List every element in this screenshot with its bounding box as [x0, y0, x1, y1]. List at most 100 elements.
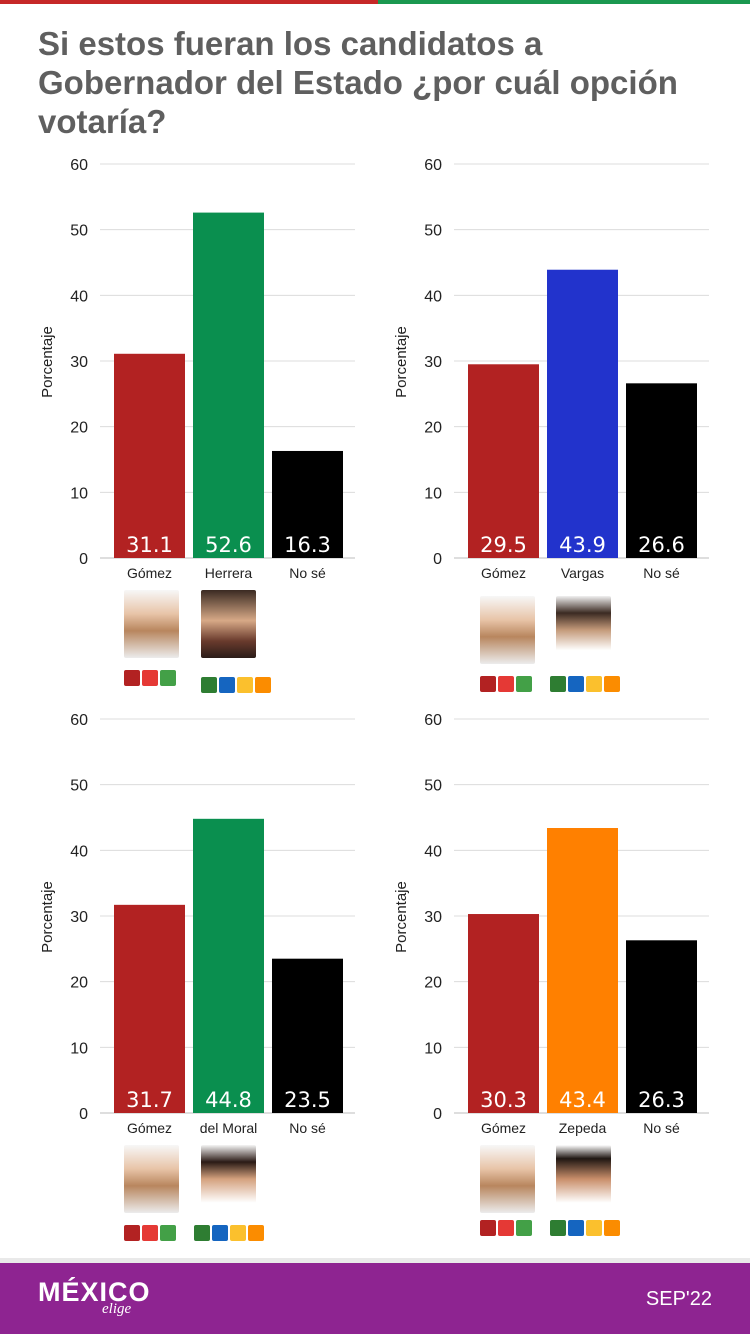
y-axis-label: Porcentaje: [393, 881, 410, 953]
party-logos-del-moral: [194, 1225, 264, 1241]
candidate-photo-vargas: [556, 596, 611, 664]
bar: [547, 828, 618, 1113]
pan-logo-icon: [219, 677, 235, 693]
top-color-bar: [0, 0, 750, 4]
y-tick-label: 0: [433, 1106, 442, 1123]
x-tick-label: Zepeda: [559, 1120, 607, 1136]
party-logos-gomez: [480, 676, 532, 692]
brand-logo-sub: elige: [102, 1301, 132, 1317]
y-tick-label: 40: [424, 288, 442, 305]
pri-logo-icon: [550, 676, 566, 692]
mc-logo-icon: [248, 1225, 264, 1241]
y-tick-label: 30: [424, 354, 442, 371]
y-tick-label: 20: [424, 420, 442, 437]
candidate-photo-del-moral: [201, 1145, 256, 1213]
bar-value-label: 26.3: [638, 1088, 685, 1112]
chart-svg: 0 10 20 30 40 50 60 Porcentaje 31.7 Gómez 44.8 del …: [39, 712, 355, 1136]
bar: [547, 269, 618, 558]
chart-gomez-vs-vargas: 0 10 20 30 40 50 60 Porcentaje 29.5 Gómez 43.9 Varg…: [354, 4, 729, 692]
candidate-photo-gomez: [480, 1145, 535, 1213]
pt-logo-icon: [498, 676, 514, 692]
bar-value-label: 31.1: [126, 533, 173, 557]
candidate-photo-zepeda: [556, 1145, 611, 1213]
party-logos-gomez: [124, 670, 176, 686]
y-tick-label: 50: [70, 223, 88, 240]
y-tick-label: 10: [424, 1040, 442, 1057]
survey-date: SEP'22: [645, 1288, 712, 1310]
prd-logo-icon: [586, 676, 602, 692]
pt-logo-icon: [142, 670, 158, 686]
y-axis-label: Porcentaje: [39, 881, 56, 953]
y-tick-label: 20: [70, 975, 88, 992]
candidate-photo-herrera: [201, 590, 256, 658]
bar-value-label: 16.3: [284, 533, 331, 557]
candidate-photo-gomez: [124, 590, 179, 658]
bar: [468, 914, 539, 1113]
pvem-logo-icon: [160, 670, 176, 686]
x-tick-label: No sé: [289, 1120, 326, 1136]
x-tick-label: No sé: [643, 1120, 680, 1136]
chart-svg: 0 10 20 30 40 50 60 Porcentaje 29.5 Gómez 43.9 Varg…: [393, 157, 709, 581]
pri-logo-icon: [201, 677, 217, 693]
chart-gomez-vs-zepeda: 0 10 20 30 40 50 60 Porcentaje 30.3 Gómez 43.4 Zepe…: [354, 559, 729, 1236]
content-card: Si estos fueran los candidatos a Goberna…: [0, 4, 750, 1258]
x-tick-label: Gómez: [481, 1120, 526, 1136]
morena-logo-icon: [124, 1225, 140, 1241]
y-tick-label: 50: [424, 223, 442, 240]
bar: [468, 364, 539, 558]
brand-logo: MÉXICO: [38, 1277, 151, 1307]
bar-value-label: 43.9: [559, 533, 606, 557]
y-tick-label: 50: [70, 778, 88, 795]
y-tick-label: 40: [70, 843, 88, 860]
chart-gomez-vs-herrera: 0 10 20 30 40 50 60 Porcentaje 31.1 Gómez 52.6 Herr…: [0, 4, 375, 693]
prd-logo-icon: [230, 1225, 246, 1241]
pt-logo-icon: [498, 1220, 514, 1236]
mc-logo-icon: [604, 1220, 620, 1236]
party-logos-gomez: [480, 1220, 532, 1236]
bar: [193, 818, 264, 1113]
pan-logo-icon: [568, 1220, 584, 1236]
pvem-logo-icon: [516, 676, 532, 692]
bar: [114, 904, 185, 1113]
y-tick-label: 0: [79, 1106, 88, 1123]
y-tick-label: 0: [433, 551, 442, 568]
pri-logo-icon: [550, 1220, 566, 1236]
y-tick-label: 30: [70, 909, 88, 926]
prd-logo-icon: [237, 677, 253, 693]
candidate-photo-gomez: [480, 596, 535, 664]
bar-value-label: 52.6: [205, 533, 252, 557]
bar-value-label: 23.5: [284, 1088, 331, 1112]
y-tick-label: 60: [424, 712, 442, 729]
y-tick-label: 20: [70, 420, 88, 437]
x-tick-label: No sé: [289, 565, 326, 581]
party-logos-vargas: [550, 676, 620, 692]
pvem-logo-icon: [160, 1225, 176, 1241]
pan-logo-icon: [212, 1225, 228, 1241]
pt-logo-icon: [142, 1225, 158, 1241]
bar-value-label: 43.4: [559, 1088, 606, 1112]
x-tick-label: Herrera: [205, 565, 253, 581]
chart-svg: 0 10 20 30 40 50 60 Porcentaje 30.3 Gómez 43.4 Zepe…: [393, 712, 709, 1136]
party-logos-herrera: [201, 677, 271, 693]
bar: [193, 212, 264, 559]
y-tick-label: 30: [424, 909, 442, 926]
morena-logo-icon: [480, 676, 496, 692]
y-tick-label: 40: [424, 843, 442, 860]
x-tick-label: Vargas: [561, 565, 604, 581]
bar: [626, 940, 697, 1113]
mc-logo-icon: [255, 677, 271, 693]
y-tick-label: 20: [424, 975, 442, 992]
bar: [272, 958, 343, 1113]
morena-logo-icon: [480, 1220, 496, 1236]
x-tick-label: Gómez: [127, 565, 172, 581]
y-tick-label: 10: [424, 485, 442, 502]
y-axis-label: Porcentaje: [393, 326, 410, 398]
bar-value-label: 26.6: [638, 533, 685, 557]
morena-logo-icon: [124, 670, 140, 686]
party-logos-gomez: [124, 1225, 176, 1241]
x-tick-label: No sé: [643, 565, 680, 581]
top-bar-red: [0, 0, 378, 4]
y-tick-label: 0: [79, 551, 88, 568]
chart-svg: 0 10 20 30 40 50 60 Porcentaje 31.1 Gómez 52.6 Herr…: [39, 157, 355, 581]
party-logos-zepeda: [550, 1220, 620, 1236]
